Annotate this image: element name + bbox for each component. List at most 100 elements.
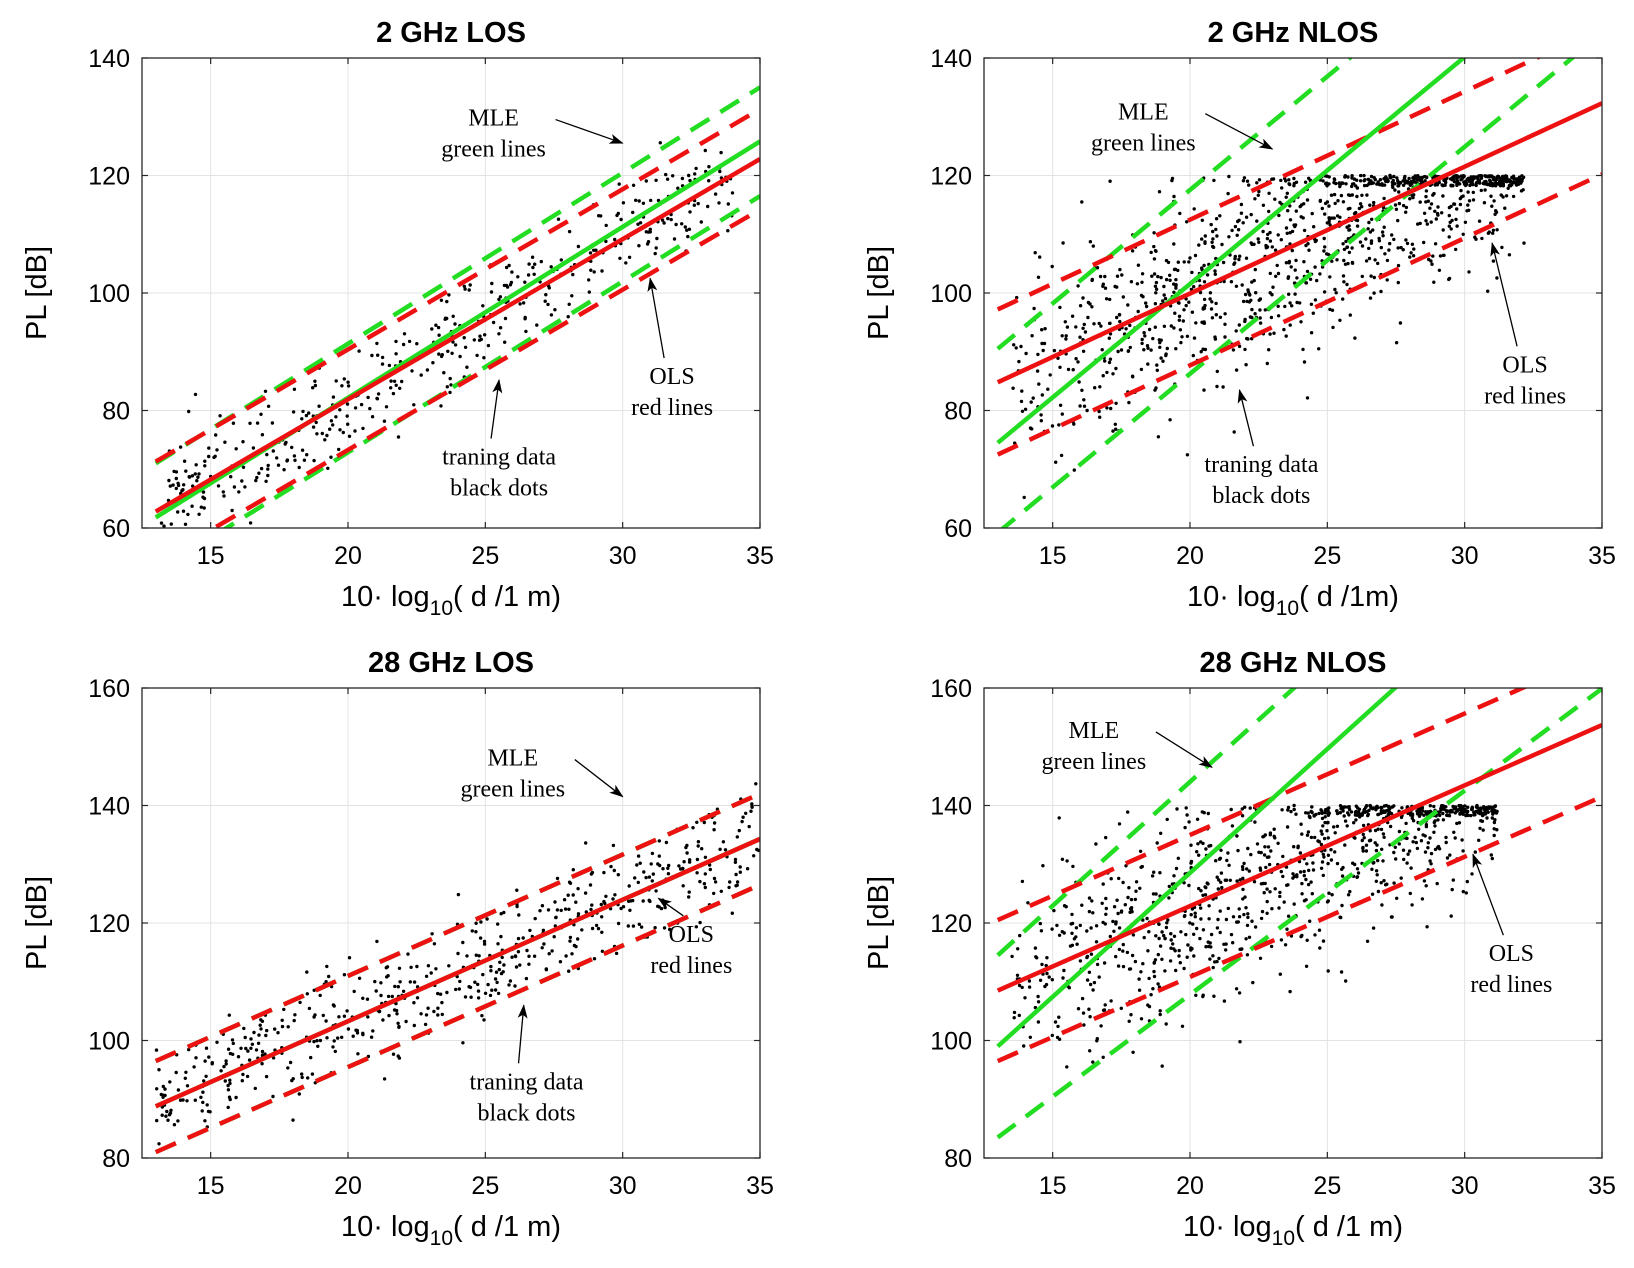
data-point: [681, 884, 685, 888]
data-point: [176, 510, 180, 514]
data-point: [1112, 929, 1116, 933]
data-point: [1215, 384, 1219, 389]
data-point: [1045, 971, 1049, 976]
data-point: [1342, 280, 1346, 284]
data-point: [1085, 929, 1089, 933]
data-point: [516, 950, 521, 954]
annotation-line: black dots: [450, 476, 548, 502]
data-point: [1409, 866, 1413, 870]
data-point: [1428, 206, 1432, 210]
data-point: [1309, 302, 1314, 306]
data-point: [1262, 891, 1266, 895]
data-point: [1145, 916, 1149, 921]
data-point: [1304, 281, 1308, 285]
data-point: [1211, 965, 1215, 970]
data-point: [681, 866, 685, 871]
data-point: [713, 880, 718, 884]
data-point: [1295, 300, 1299, 305]
data-point: [1376, 812, 1380, 817]
data-point: [1056, 356, 1060, 360]
data-point: [1097, 975, 1101, 979]
data-point: [346, 384, 351, 388]
data-point: [1087, 896, 1092, 900]
data-point: [1330, 308, 1335, 312]
data-point: [1426, 841, 1431, 845]
data-point: [1264, 865, 1268, 870]
data-point: [1240, 807, 1245, 811]
data-point: [1408, 197, 1412, 201]
data-point: [1199, 350, 1203, 354]
data-point: [735, 835, 739, 839]
data-point: [187, 409, 191, 414]
data-point: [375, 341, 379, 346]
data-point: [1188, 921, 1192, 925]
data-point: [386, 974, 390, 978]
data-point: [251, 446, 256, 450]
data-point: [1382, 225, 1386, 229]
data-point: [1411, 819, 1416, 823]
data-point: [1382, 183, 1387, 187]
data-point: [1304, 964, 1309, 968]
data-point: [1381, 234, 1385, 238]
data-point: [1271, 177, 1276, 181]
data-point: [1301, 347, 1305, 352]
x-axis-label-suffix: ( d /1 m): [453, 1211, 561, 1243]
data-point: [1396, 280, 1401, 285]
y-tick-label: 120: [88, 163, 130, 191]
data-point: [574, 900, 578, 904]
data-point: [1247, 935, 1252, 939]
data-point: [1169, 946, 1173, 950]
data-point: [609, 864, 613, 869]
data-point: [1379, 245, 1384, 250]
data-point: [1076, 360, 1080, 364]
data-point: [672, 237, 677, 241]
data-point: [201, 1100, 205, 1105]
data-point: [728, 880, 732, 884]
data-point: [687, 890, 691, 894]
data-point: [1322, 290, 1327, 294]
data-point: [1365, 809, 1370, 814]
data-point: [1215, 875, 1219, 879]
data-point: [1064, 337, 1068, 341]
data-point: [1226, 191, 1230, 196]
data-point: [447, 293, 451, 297]
data-point: [1208, 297, 1212, 301]
data-point: [508, 283, 513, 287]
data-point: [1173, 949, 1177, 953]
data-point: [224, 1059, 228, 1063]
data-point: [1346, 261, 1350, 266]
data-point: [1146, 949, 1150, 953]
data-point: [1454, 247, 1458, 252]
data-point: [1053, 1020, 1058, 1024]
data-point: [1216, 917, 1220, 922]
data-point: [567, 229, 572, 234]
annotation-line: MLE: [487, 746, 538, 772]
data-point: [1160, 1064, 1164, 1068]
data-point: [201, 1090, 205, 1094]
data-point: [1099, 324, 1103, 328]
data-point: [1245, 923, 1250, 928]
data-point: [1140, 272, 1145, 276]
data-point: [698, 920, 702, 925]
data-point: [290, 445, 294, 450]
data-point: [1393, 188, 1397, 192]
data-point: [1241, 867, 1245, 872]
data-point: [346, 1027, 351, 1031]
data-point: [1102, 1008, 1107, 1012]
x-axis-label-subscript: 10: [1276, 597, 1299, 620]
data-point: [1057, 423, 1061, 427]
data-point: [1323, 245, 1327, 249]
data-point: [1131, 933, 1136, 937]
x-axis-label-prefix: 10· log: [341, 1211, 430, 1243]
data-point: [1288, 182, 1292, 187]
annotation-text: MLE green lines: [460, 746, 565, 803]
data-point: [1152, 244, 1156, 249]
data-point: [1504, 174, 1508, 178]
data-point: [169, 1108, 173, 1113]
data-point: [1258, 956, 1263, 960]
data-point: [486, 982, 490, 987]
data-point: [1391, 178, 1396, 183]
data-point: [197, 472, 201, 476]
data-point: [243, 485, 247, 489]
data-point: [1366, 227, 1370, 231]
